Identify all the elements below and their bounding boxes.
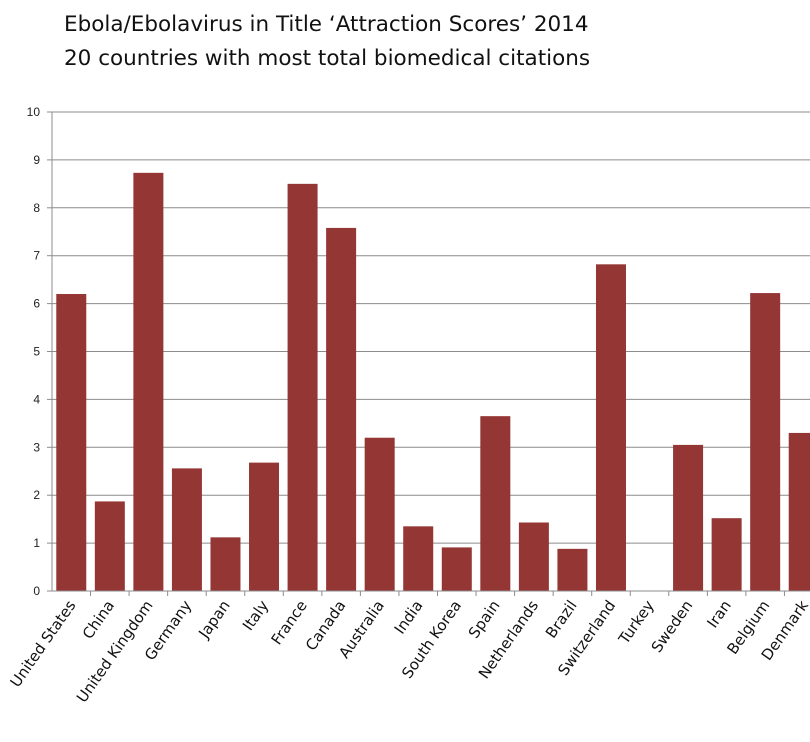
y-tick-label: 4 [33, 392, 40, 406]
bar [133, 172, 164, 591]
y-tick-label: 2 [33, 488, 40, 502]
x-tick-label: India [391, 597, 427, 637]
y-tick-label: 3 [33, 440, 40, 454]
bar [595, 264, 626, 591]
bar [557, 548, 588, 591]
y-tick-label: 9 [33, 153, 40, 167]
y-axis-ticks: 0 1 2 3 4 5 6 7 8 9 10 [27, 105, 41, 598]
y-tick-label: 8 [33, 201, 40, 215]
bar [364, 437, 395, 591]
x-tick-label: Japan [194, 597, 233, 642]
bar [750, 293, 781, 591]
y-tick-label: 5 [33, 345, 40, 359]
x-tick-label: Iran [703, 597, 735, 631]
bar [94, 501, 125, 591]
bar [287, 183, 318, 591]
bars [56, 172, 810, 596]
bar [210, 537, 241, 591]
y-tick-label: 1 [33, 536, 40, 550]
axes [51, 112, 810, 592]
bar [403, 526, 434, 591]
x-tick-label: Italy [239, 597, 272, 634]
bar [518, 522, 549, 591]
bar [441, 547, 472, 591]
y-tick-label: 0 [33, 584, 40, 598]
x-tick-label: Brazil [542, 597, 581, 642]
bar [673, 444, 704, 591]
bar [171, 468, 202, 591]
bar [788, 432, 810, 591]
chart-title: Ebola/Ebolavirus in Title ‘Attraction Sc… [64, 12, 589, 37]
y-tick-label: 10 [27, 105, 41, 119]
x-tick-label: Spain [465, 597, 504, 642]
bar [249, 462, 280, 591]
x-tick-label: China [79, 597, 118, 642]
bar [711, 518, 742, 591]
chart-title-block: Ebola/Ebolavirus in Title ‘Attraction Sc… [64, 8, 590, 76]
y-tick-label: 7 [33, 249, 40, 263]
bar [326, 227, 357, 591]
bar [480, 416, 511, 591]
bar [56, 294, 87, 591]
y-tick-label: 6 [33, 297, 40, 311]
chart-subtitle: 20 countries with most total biomedical … [64, 46, 591, 71]
x-tick-label: United States [7, 597, 80, 691]
